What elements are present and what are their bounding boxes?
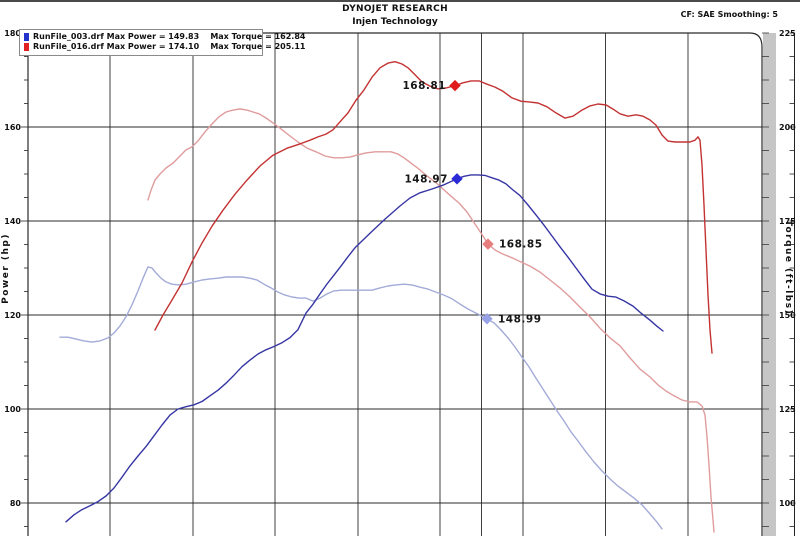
plot-border bbox=[27, 32, 763, 536]
value-marker-label: 168.85 bbox=[499, 239, 543, 251]
report-subtitle: Injen Technology bbox=[352, 17, 438, 27]
legend-item: RunFile_003.drf Max Power = 149.83 Max T… bbox=[24, 32, 305, 42]
left-tick-label: 80 bbox=[10, 499, 22, 508]
right-tick-label: 100 bbox=[779, 499, 796, 508]
right-axis-title-wrap: Torque (ft-lbs) bbox=[783, 0, 793, 536]
curve-runfile-003-drf-power bbox=[65, 174, 664, 523]
torque-axis-title: Torque (ft-lbs) bbox=[783, 220, 793, 316]
right-axis-band bbox=[763, 33, 776, 536]
run-color-swatch bbox=[24, 43, 29, 51]
value-marker-diamond bbox=[449, 79, 461, 92]
curve-runfile-003-drf-torque bbox=[59, 266, 663, 530]
value-marker-diamond bbox=[482, 238, 494, 250]
legend-item: RunFile_016.drf Max Power = 174.10 Max T… bbox=[24, 42, 305, 52]
left-tick-label: 180 bbox=[4, 29, 21, 38]
power-axis-title: Power (hp) bbox=[1, 232, 11, 304]
run-color-swatch bbox=[24, 33, 29, 41]
left-tick-label: 160 bbox=[4, 123, 21, 132]
legend: RunFile_003.drf Max Power = 149.83 Max T… bbox=[19, 29, 305, 56]
legend-text: RunFile_016.drf Max Power = 174.10 Max T… bbox=[33, 42, 306, 51]
left-tick-label: 140 bbox=[4, 217, 21, 226]
left-axis-title-wrap: Power (hp) bbox=[1, 0, 11, 536]
right-tick-label: 150 bbox=[779, 311, 796, 320]
value-marker-diamond bbox=[451, 173, 463, 185]
correction-smoothing-label: CF: SAE Smoothing: 5 bbox=[680, 10, 778, 19]
window-top-border bbox=[0, 0, 800, 2]
value-marker-label: 168.81 bbox=[402, 80, 446, 92]
left-tick-label: 100 bbox=[4, 405, 21, 414]
value-marker-label: 148.97 bbox=[404, 173, 448, 185]
right-tick-label: 125 bbox=[779, 405, 796, 414]
curve-runfile-016-drf-power bbox=[154, 61, 713, 354]
curve-runfile-016-drf-torque bbox=[147, 108, 715, 533]
right-tick-label: 175 bbox=[779, 217, 796, 226]
right-tick-label: 200 bbox=[779, 123, 796, 132]
value-marker-label: 148.99 bbox=[498, 313, 542, 325]
left-tick-label: 120 bbox=[4, 311, 21, 320]
legend-text: RunFile_003.drf Max Power = 149.83 Max T… bbox=[33, 32, 306, 41]
report-title: DYNOJET RESEARCH bbox=[342, 4, 448, 14]
value-marker-diamond bbox=[481, 313, 493, 325]
right-tick-label: 225 bbox=[779, 29, 796, 38]
